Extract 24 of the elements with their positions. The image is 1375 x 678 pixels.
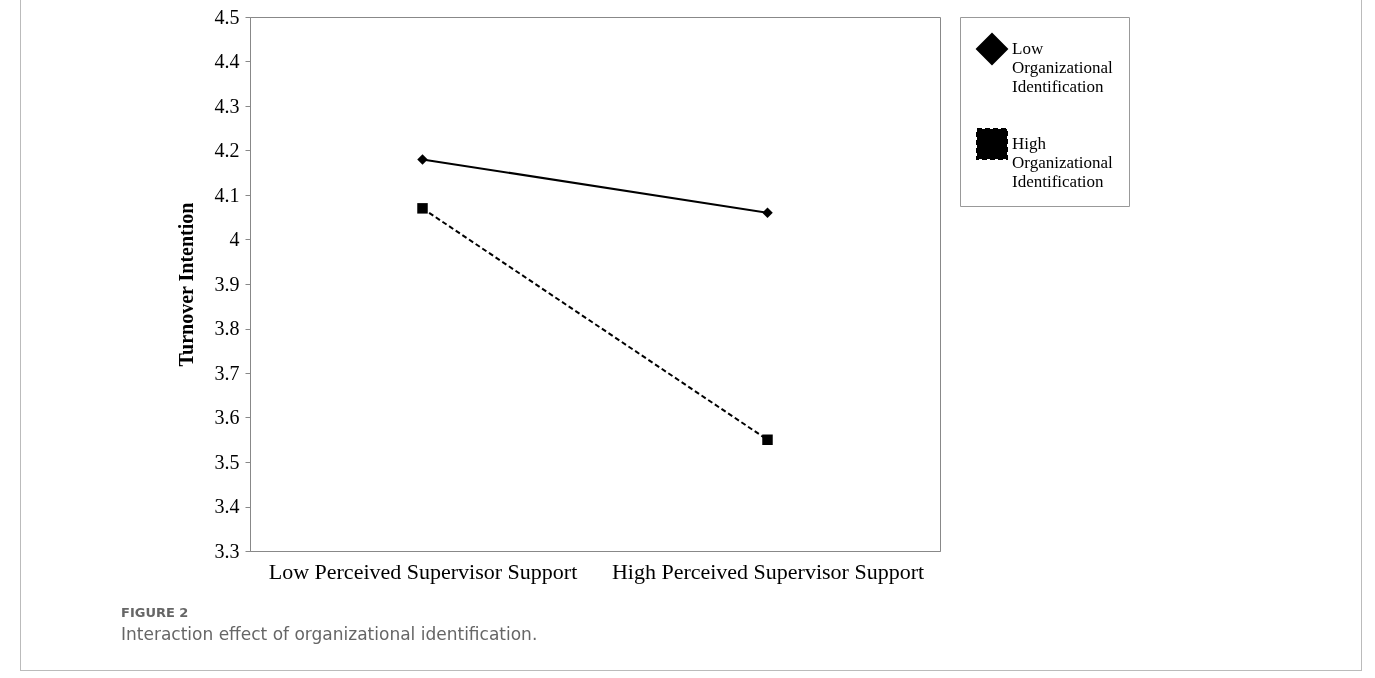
y-axis-title: Turnover Intention xyxy=(174,202,197,367)
y-tick-label: 4.4 xyxy=(214,50,240,72)
legend-label: Low Organizational Identification xyxy=(1012,39,1113,96)
point xyxy=(417,203,428,214)
y-tick-label: 4 xyxy=(229,228,240,250)
x-tick-label: Low Perceived Supervisor Support xyxy=(268,558,578,584)
y-tick-label: 4.2 xyxy=(214,139,240,161)
y-tick-label: 3.6 xyxy=(214,406,240,428)
y-tick-label: 3.9 xyxy=(214,272,240,295)
y-tick-label: 3.4 xyxy=(214,495,240,517)
caption: FIGURE 2 xyxy=(121,605,190,620)
y-tick-label: 3.3 xyxy=(214,539,240,562)
point xyxy=(417,154,428,165)
point xyxy=(762,434,773,445)
y-tick-label: 3.8 xyxy=(214,317,240,339)
y-tick-label: 4.5 xyxy=(214,5,240,28)
point xyxy=(762,207,773,219)
text: Interaction effect of organizational identification. xyxy=(121,624,538,644)
y-tick-label: 4.1 xyxy=(214,183,240,206)
y-tick-label: 4.3 xyxy=(214,94,240,117)
y-tick-label: 3.5 xyxy=(214,450,240,473)
y-tick-label: 3.7 xyxy=(214,361,240,384)
x-tick-label: High Perceived Supervisor Support xyxy=(611,558,925,584)
legend-label: High Organizational Identification xyxy=(1012,134,1113,191)
